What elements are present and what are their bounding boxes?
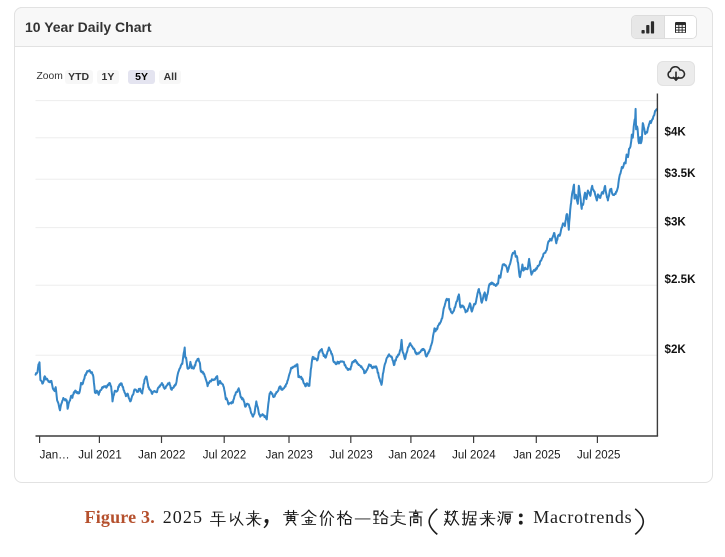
svg-text:$2.5K: $2.5K — [665, 273, 697, 286]
svg-text:$4K: $4K — [665, 126, 687, 139]
svg-text:Jul 2021: Jul 2021 — [78, 449, 121, 461]
svg-text:Jan 2025: Jan 2025 — [513, 449, 560, 461]
svg-text:Jul 2022: Jul 2022 — [203, 449, 246, 461]
svg-text:Jul 2023: Jul 2023 — [329, 449, 372, 461]
svg-text:Macrotrends: Macrotrends — [533, 507, 632, 527]
svg-text:Jul 2025: Jul 2025 — [577, 449, 620, 461]
svg-text:2025: 2025 — [163, 507, 203, 527]
svg-text:Jul 2024: Jul 2024 — [452, 449, 496, 461]
svg-text:Figure 3.: Figure 3. — [85, 507, 155, 527]
svg-text:$3K: $3K — [665, 216, 687, 229]
svg-text:Jan…: Jan… — [40, 449, 70, 461]
svg-text:Jan 2024: Jan 2024 — [388, 449, 436, 461]
svg-text:Jan 2022: Jan 2022 — [138, 449, 185, 461]
svg-text:$3.5K: $3.5K — [665, 167, 697, 180]
svg-text:Jan 2023: Jan 2023 — [266, 449, 313, 461]
svg-text:$2K: $2K — [665, 343, 687, 356]
